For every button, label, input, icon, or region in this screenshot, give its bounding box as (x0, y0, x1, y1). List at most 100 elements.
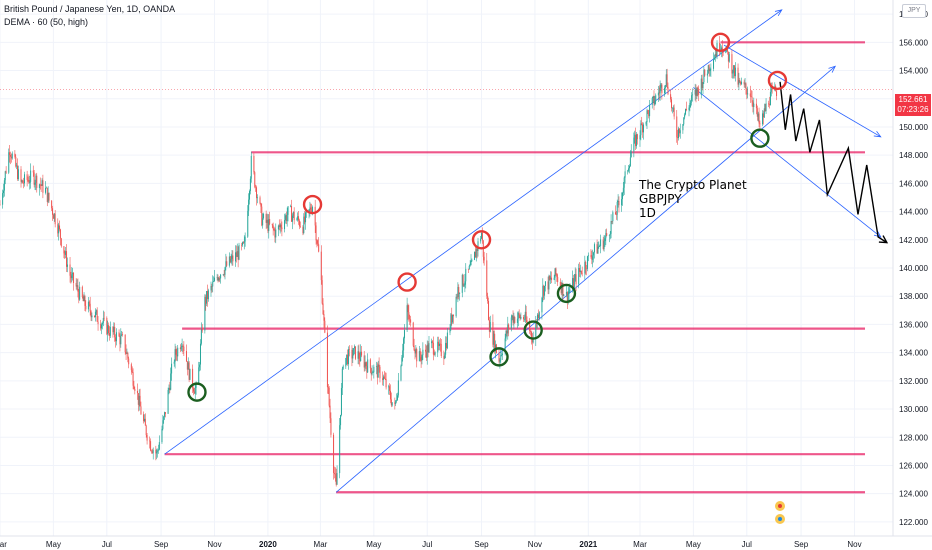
candle-body (740, 81, 742, 85)
candle-body (250, 155, 252, 179)
candle-body (622, 187, 624, 193)
candle-body (389, 386, 391, 391)
candle-body (419, 351, 421, 358)
candle-body (364, 362, 366, 368)
candle-body (262, 218, 264, 226)
candle-body (53, 213, 55, 219)
candle-body (51, 200, 53, 209)
symbol-title[interactable]: British Pound / Japanese Yen, 1D, OANDA (4, 4, 176, 14)
candle-body (321, 280, 323, 304)
candle-body (647, 110, 649, 112)
candle-body (266, 219, 268, 223)
candle-body (200, 329, 202, 344)
chart-annotation[interactable]: The Crypto Planet GBPJPY 1D (639, 178, 747, 220)
candle-body (259, 197, 261, 204)
candle-body (38, 184, 40, 188)
candle-body (414, 350, 416, 354)
candle-body (303, 216, 305, 234)
candle-body (333, 472, 335, 474)
channel-trend-lines[interactable] (164, 9, 882, 493)
candle-body (728, 54, 730, 62)
candle-body (69, 264, 71, 276)
candle-body (770, 88, 772, 92)
candle-body (11, 153, 13, 159)
bottom-circle-marker (187, 382, 207, 402)
candle-body (633, 137, 635, 152)
candle-body (348, 349, 350, 350)
candle-body (708, 65, 710, 72)
candle-body (660, 84, 662, 88)
indicator-legend[interactable]: DEMA · 60 (50, high) (4, 17, 89, 27)
candle-body (152, 449, 154, 454)
candle-body (713, 58, 715, 60)
candle-body (538, 312, 540, 318)
candle-body (431, 341, 433, 343)
grid (0, 0, 893, 536)
candle-body (547, 281, 549, 290)
candle-body (743, 81, 745, 85)
indicator-logo-icon[interactable] (775, 501, 785, 524)
candle-body (5, 171, 7, 173)
candle-body (390, 399, 392, 406)
candle-body (187, 362, 189, 370)
candle-body (109, 326, 111, 336)
candle-body (17, 165, 19, 180)
currency-selector[interactable]: JPY (902, 4, 926, 18)
candle-body (130, 364, 132, 371)
candle-body (603, 241, 605, 249)
candle-body (672, 107, 674, 109)
candle-body (611, 221, 613, 222)
candle-body (463, 284, 465, 286)
candle-body (28, 180, 30, 183)
candle-body (333, 434, 335, 473)
candle-body (481, 232, 483, 239)
candle-body (516, 318, 518, 323)
candle-body (329, 405, 331, 419)
projection-zigzag[interactable] (779, 81, 889, 244)
candle-body (45, 187, 47, 189)
candle-body (592, 255, 594, 260)
candle-body (432, 342, 434, 355)
candle-body (449, 328, 451, 333)
candle-body (278, 225, 280, 228)
candle-body (678, 128, 680, 139)
candle-body (488, 301, 490, 321)
candle-body (523, 319, 525, 320)
candle-body (365, 362, 367, 367)
candle-body (569, 289, 571, 292)
candle-body (616, 202, 618, 215)
candle-body (15, 156, 17, 167)
candle-body (535, 322, 537, 340)
candle-body (298, 220, 300, 227)
candle-body (605, 233, 607, 239)
candle-body (205, 296, 207, 304)
support-resistance-levels[interactable] (164, 41, 865, 494)
candle-body (671, 99, 673, 109)
candle-body (378, 364, 380, 367)
candle-body (731, 54, 733, 74)
candle-body (149, 440, 151, 442)
projection-path (779, 81, 888, 244)
candle-body (4, 171, 6, 181)
candle-body (702, 82, 704, 89)
candle-body (759, 123, 761, 125)
candle-body (188, 362, 190, 380)
candle-body (119, 336, 121, 345)
candle-body (204, 296, 206, 331)
candle-body (428, 343, 430, 353)
candle-body (467, 268, 469, 270)
candle-body (498, 353, 500, 362)
candle-body (9, 152, 11, 156)
swing-circles[interactable] (187, 32, 788, 402)
candle-body (706, 73, 708, 76)
candle-body (167, 390, 169, 414)
candle-body (762, 113, 764, 125)
candle-body (121, 334, 123, 336)
candle-body (591, 256, 593, 260)
candlesticks[interactable] (0, 36, 778, 487)
candle-body (137, 393, 139, 405)
candle-body (175, 349, 177, 355)
x-tick-label: Jul (422, 540, 432, 549)
candle-body (634, 134, 636, 138)
